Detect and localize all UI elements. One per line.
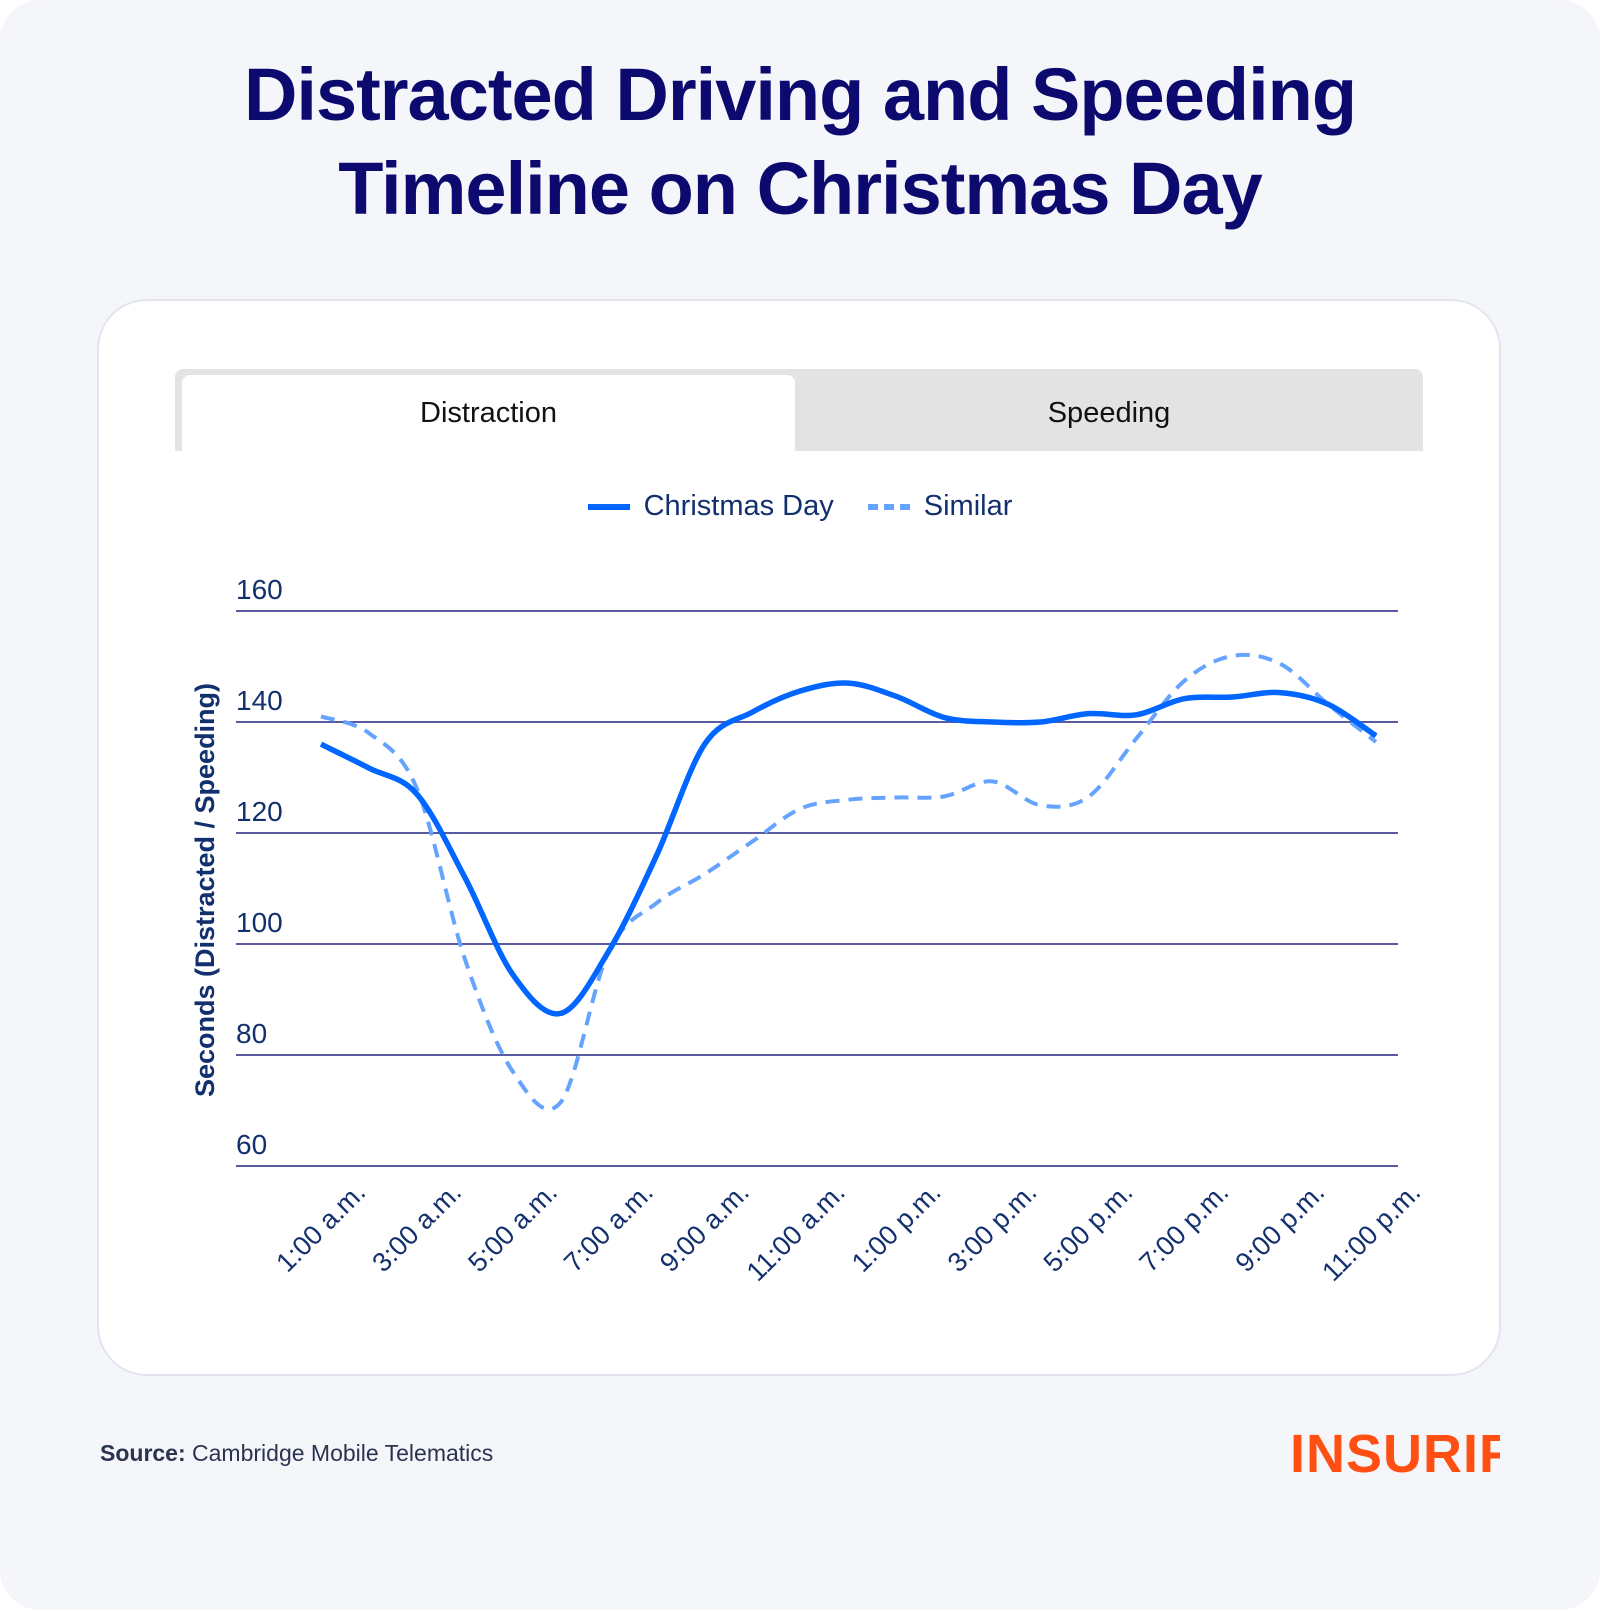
- tab-bar: Distraction Speeding: [175, 369, 1423, 451]
- legend-label-similar: Similar: [923, 490, 1013, 522]
- x-tick-label: 5:00 p.m.: [1038, 1177, 1139, 1278]
- series-line-christmas-day: [319, 680, 1378, 1017]
- chart-legend: Christmas Day Similar: [0, 490, 1600, 523]
- chart-card: [97, 299, 1501, 1376]
- insurify-logo: INSURIFY: [1290, 1420, 1549, 1493]
- x-tick-label: 9:00 p.m.: [1230, 1177, 1331, 1278]
- source-text: Cambridge Mobile Telematics: [192, 1440, 494, 1466]
- tab-speeding[interactable]: Speeding: [1047, 396, 1171, 429]
- page-title-line-2: Timeline on Christmas Day: [338, 147, 1263, 230]
- y-tick-label: 80: [236, 1018, 267, 1049]
- tab-distraction[interactable]: Distraction: [182, 375, 795, 451]
- x-tick-label: 11:00 p.m.: [1316, 1177, 1426, 1287]
- legend-swatch-christmas: [587, 503, 630, 510]
- x-tick-label: 5:00 a.m.: [462, 1177, 563, 1278]
- x-tick-label: 3:00 p.m.: [942, 1177, 1043, 1278]
- y-tick-label: 140: [236, 685, 283, 716]
- y-tick-label: 120: [236, 796, 283, 827]
- x-tick-label: 11:00 a.m.: [741, 1177, 851, 1287]
- legend-label-christmas: Christmas Day: [643, 490, 834, 522]
- x-tick-label: 9:00 a.m.: [654, 1177, 755, 1278]
- y-tick-label: 60: [236, 1129, 267, 1160]
- y-tick-label: 100: [236, 907, 283, 938]
- x-tick-label: 3:00 a.m.: [366, 1177, 467, 1278]
- source-note: Source: Cambridge Mobile Telematics: [100, 1440, 493, 1467]
- series-line-similar: [320, 652, 1378, 1112]
- page-title-line-1: Distracted Driving and Speeding: [243, 53, 1357, 136]
- y-axis-title: Seconds (Distracted / Speeding): [190, 683, 220, 1097]
- svg-text:INSURIFY: INSURIFY: [1290, 1424, 1500, 1480]
- x-tick-label: 1:00 p.m.: [846, 1177, 947, 1278]
- x-tick-label: 1:00 a.m.: [270, 1177, 371, 1278]
- source-label: Source:: [100, 1440, 186, 1466]
- legend-swatch-similar: [867, 503, 910, 510]
- x-tick-label: 7:00 a.m.: [558, 1177, 659, 1278]
- y-tick-label: 160: [236, 574, 283, 605]
- logo-wordmark: INSURIFY: [1290, 1424, 1549, 1484]
- x-tick-label: 7:00 p.m.: [1134, 1177, 1235, 1278]
